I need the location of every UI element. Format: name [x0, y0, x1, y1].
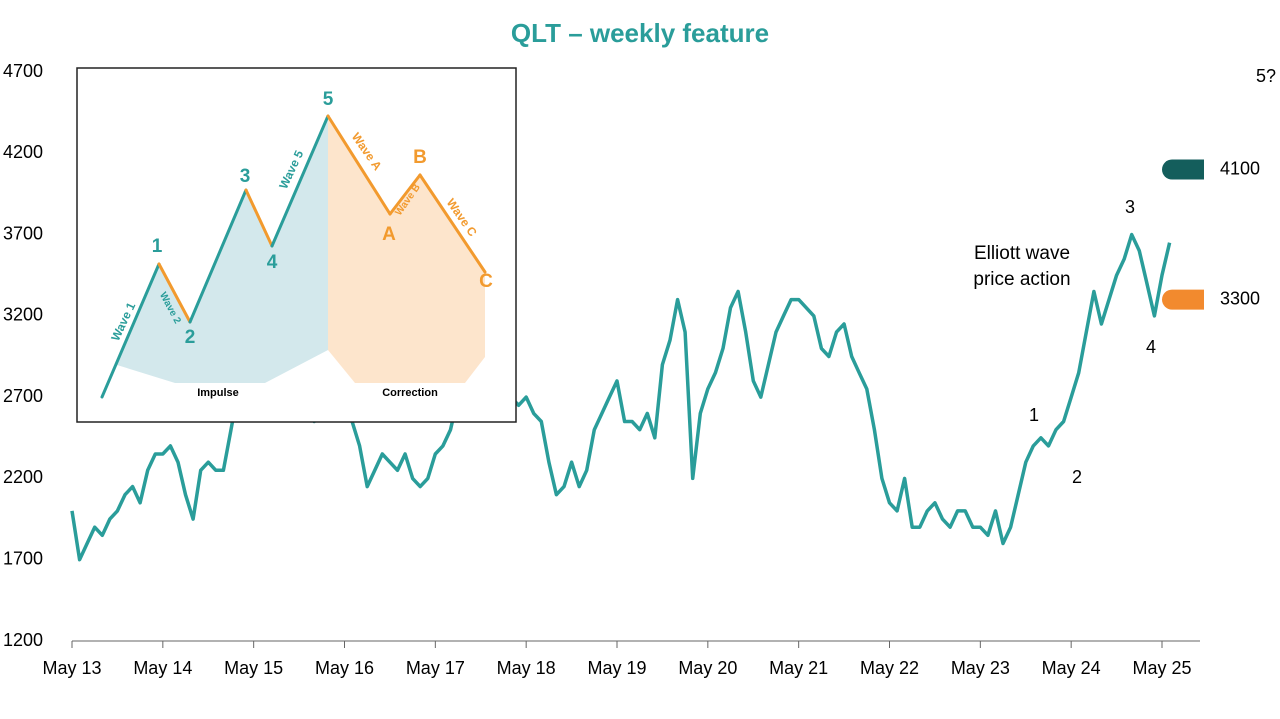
wave-segment: [157, 262, 192, 324]
x-tick-label: May 14: [133, 658, 192, 678]
x-tick-label: May 23: [951, 658, 1010, 678]
wave-segment: [244, 188, 274, 248]
y-tick-label: 3200: [3, 305, 43, 325]
x-tick-label: May 20: [678, 658, 737, 678]
x-tick-label: May 21: [769, 658, 828, 678]
x-tick-label: May 24: [1042, 658, 1101, 678]
wave-count: 1: [1029, 405, 1039, 425]
x-tick-label: May 19: [587, 658, 646, 678]
impulse-area: [117, 116, 328, 383]
wave-point: A: [382, 224, 396, 245]
phase-label: Impulse: [197, 387, 239, 399]
wave-segment: [270, 114, 330, 248]
x-tick-label: May 16: [315, 658, 374, 678]
wave-point: 4: [267, 252, 278, 273]
chart-title: QLT – weekly feature: [511, 18, 769, 48]
wave-point: B: [413, 147, 427, 168]
x-tick-label: May 18: [497, 658, 556, 678]
x-tick-label: May 17: [406, 658, 465, 678]
correction-area: [328, 116, 485, 383]
wave-count: 5?: [1256, 66, 1276, 86]
y-tick-label: 2200: [3, 467, 43, 487]
wave-count: 4: [1146, 337, 1156, 357]
wave-point: 1: [152, 236, 163, 257]
note: price action: [973, 269, 1070, 290]
wave-count: 2: [1072, 467, 1082, 487]
wave-point: 3: [240, 166, 251, 187]
level-tag: [1162, 159, 1204, 180]
y-tick-label: 4200: [3, 142, 43, 162]
wave-segment: [326, 114, 392, 216]
level-label: 4100: [1220, 158, 1260, 178]
y-tick-label: 1200: [3, 630, 43, 650]
wave-segment: [388, 173, 422, 216]
wave-segment: [100, 262, 161, 399]
wave-segment: [188, 188, 248, 324]
x-tick-label: May 25: [1132, 658, 1191, 678]
x-tick-label: May 22: [860, 658, 919, 678]
y-tick-label: 4700: [3, 61, 43, 81]
wave-segment: [418, 173, 487, 274]
wave-count: 3: [1125, 197, 1135, 217]
note: Elliott wave: [974, 243, 1070, 264]
level-tag: [1162, 289, 1204, 310]
x-tick-label: May 13: [42, 658, 101, 678]
level-label: 3300: [1220, 288, 1260, 308]
wave-point: 2: [185, 327, 196, 348]
wave-point: C: [479, 271, 493, 292]
y-tick-label: 2700: [3, 386, 43, 406]
y-tick-label: 1700: [3, 548, 43, 568]
phase-label: Correction: [382, 387, 438, 399]
y-tick-label: 3700: [3, 223, 43, 243]
wave-point: 5: [323, 89, 334, 110]
x-tick-label: May 15: [224, 658, 283, 678]
